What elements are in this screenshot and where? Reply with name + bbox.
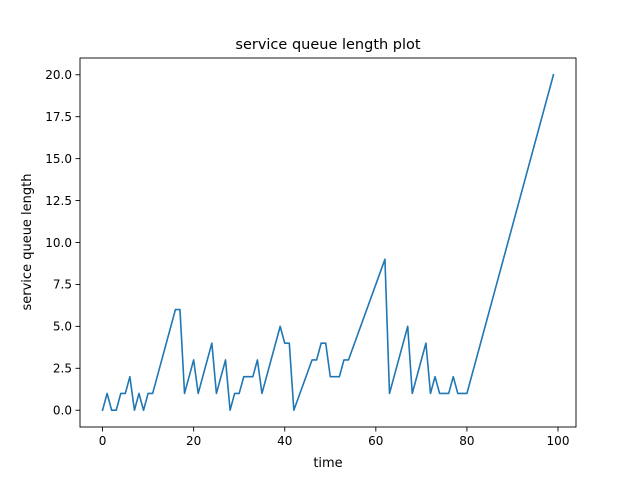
y-tick-label: 15.0	[45, 152, 72, 166]
plot-area: 0 20 40 60 80 100 0.0 2.5 5.0 7.5 10.0 12.5 15.0 17.5…	[45, 57, 577, 448]
y-tick-label: 20.0	[45, 68, 72, 82]
x-tick-label: 100	[547, 434, 570, 448]
y-tick-label: 17.5	[45, 110, 72, 124]
y-tick-label: 2.5	[53, 362, 72, 376]
x-tick-label: 20	[186, 434, 201, 448]
x-tick-label: 0	[99, 434, 107, 448]
y-axis-label: service queue length	[20, 174, 35, 311]
series-line-0	[101, 73, 555, 412]
y-tick-label: 0.0	[53, 404, 72, 418]
x-tick-label: 60	[368, 434, 383, 448]
x-tick-label: 40	[277, 434, 292, 448]
y-tick-label: 10.0	[45, 236, 72, 250]
y-tick-label: 12.5	[45, 194, 72, 208]
y-tick-label: 5.0	[53, 320, 72, 334]
chart-title: service queue length plot	[235, 37, 421, 53]
y-tick-label: 7.5	[53, 278, 72, 292]
x-tick-label: 80	[459, 434, 474, 448]
x-axis-label: time	[313, 456, 342, 471]
